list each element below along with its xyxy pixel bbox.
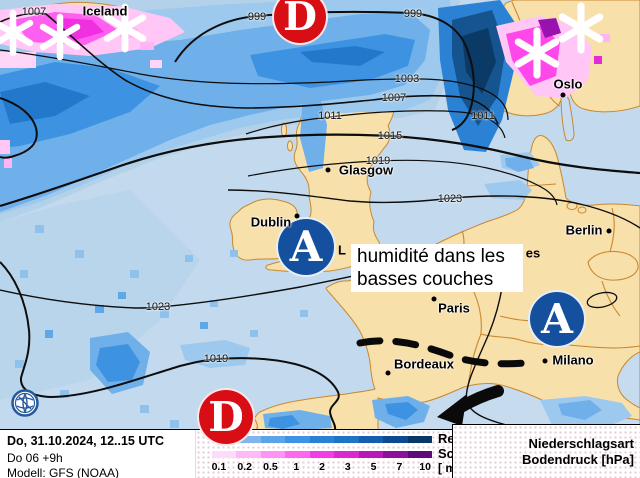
rain-scale-segment xyxy=(383,436,408,443)
city-label-iceland: Iceland xyxy=(82,3,128,19)
snowflake-icon xyxy=(39,13,81,61)
model-info-box: Do, 31.10.2024, 12..15 UTC Do 06 +9h Mod… xyxy=(0,430,196,478)
rain-scale-segment xyxy=(407,436,432,443)
map-type-box: Niederschlagsart Bodendruck [hPa] xyxy=(452,424,640,478)
legend-tick: 2 xyxy=(319,461,325,473)
dashed-front-annotation xyxy=(356,337,539,368)
annotation-text-box: humidité dans les basses couches xyxy=(351,244,523,292)
flow-arrow-annotation xyxy=(437,385,504,426)
city-dot-dublin xyxy=(294,213,300,219)
map-label-fragment: es xyxy=(525,245,541,261)
rain-scale-segment xyxy=(358,436,384,443)
closed-contour-alps xyxy=(586,291,618,309)
city-label-berlin: Berlin xyxy=(565,222,603,238)
pressure-field-label: Bodendruck [hPa] xyxy=(522,452,634,467)
snow-scale-segment xyxy=(358,451,384,458)
isobar-label: 1023 xyxy=(437,193,463,205)
rain-scale-segment xyxy=(334,436,359,443)
legend-tick: 10 xyxy=(419,461,431,473)
isobar-label: 999 xyxy=(247,11,267,23)
rain-scale-segment xyxy=(260,436,286,443)
map-label-fragment: L xyxy=(338,242,346,258)
city-dot-berlin xyxy=(606,228,612,234)
isobar-label: 1003 xyxy=(394,73,420,85)
isobar-label: 1019 xyxy=(365,155,391,167)
precipitation-legend: 0.1 0.2 0.5 1 2 3 5 7 10 xyxy=(212,436,432,473)
snow-scale-segment xyxy=(407,451,432,458)
city-dot-glasgow xyxy=(325,167,331,173)
rain-scale-segment xyxy=(309,436,335,443)
snow-scale-segment xyxy=(236,451,261,458)
isobar-label: 999 xyxy=(403,8,423,20)
isobar-label: 1015 xyxy=(377,130,403,142)
city-label-glasgow: Glasgow xyxy=(338,162,394,178)
annotation-line-1: humidité dans les xyxy=(357,246,505,267)
snow-color-scale xyxy=(212,451,432,458)
snowflake-icon xyxy=(103,3,147,53)
city-dot-paris xyxy=(431,296,437,302)
city-label-dublin: Dublin xyxy=(250,214,292,230)
legend-tick: 0.2 xyxy=(237,461,252,473)
isobar-label: 1007 xyxy=(381,92,407,104)
pressure-center-d-badge: D xyxy=(197,388,255,446)
valid-time-label: Do, 31.10.2024, 12..15 UTC xyxy=(7,434,165,448)
adriatic-sea xyxy=(617,351,640,409)
isobar-label: 1011 xyxy=(471,110,495,122)
europe-pressure-precipitation-map xyxy=(0,0,640,430)
snow-scale-segment xyxy=(285,451,310,458)
legend-tick: 3 xyxy=(344,461,351,473)
city-label-milano: Milano xyxy=(552,352,594,368)
precip-type-label: Niederschlagsart xyxy=(528,436,635,451)
isobar-label: 1011 xyxy=(318,110,342,122)
city-dot-bordeaux xyxy=(385,370,391,376)
snow-scale-segment xyxy=(383,451,408,458)
snow-scale-segment xyxy=(260,451,286,458)
isobar-label: 1007 xyxy=(21,6,47,18)
annotation-line-2: basses couches xyxy=(357,269,494,290)
site-logo-icon xyxy=(11,389,39,417)
run-step-label: Do 06 +9h xyxy=(7,451,63,465)
snow-scale-segment xyxy=(309,451,335,458)
legend-tick: 5 xyxy=(370,461,377,473)
city-label-paris: Paris xyxy=(438,300,470,316)
city-dot-oslo xyxy=(560,92,566,98)
legend-tick: 1 xyxy=(293,461,300,473)
legend-tick-labels: 0.1 0.2 0.5 1 2 3 5 7 10 xyxy=(206,461,438,473)
snowflake-icon xyxy=(558,2,604,54)
pressure-center-a-badge: A xyxy=(276,217,336,277)
snowflake-icon xyxy=(0,9,34,57)
snow-scale-segment xyxy=(334,451,359,458)
city-label-oslo: Oslo xyxy=(553,76,583,92)
snow-scale-segment xyxy=(212,451,237,458)
city-label-bordeaux: Bordeaux xyxy=(394,356,454,372)
snowflake-icons xyxy=(0,2,604,79)
city-dot-milano xyxy=(542,358,548,364)
isobar-label: 1023 xyxy=(145,301,171,313)
legend-tick: 0.1 xyxy=(211,461,227,473)
legend-tick: 7 xyxy=(396,461,403,473)
rain-scale-segment xyxy=(236,436,261,443)
rain-scale-segment xyxy=(285,436,310,443)
model-label: Modell: GFS (NOAA) xyxy=(7,466,120,478)
isobar-label: 1019 xyxy=(203,353,229,365)
snowflake-icon xyxy=(514,27,560,79)
pressure-center-d-badge: D xyxy=(272,0,328,45)
legend-tick: 0.5 xyxy=(263,461,278,473)
pressure-center-a-badge: A xyxy=(528,290,586,348)
